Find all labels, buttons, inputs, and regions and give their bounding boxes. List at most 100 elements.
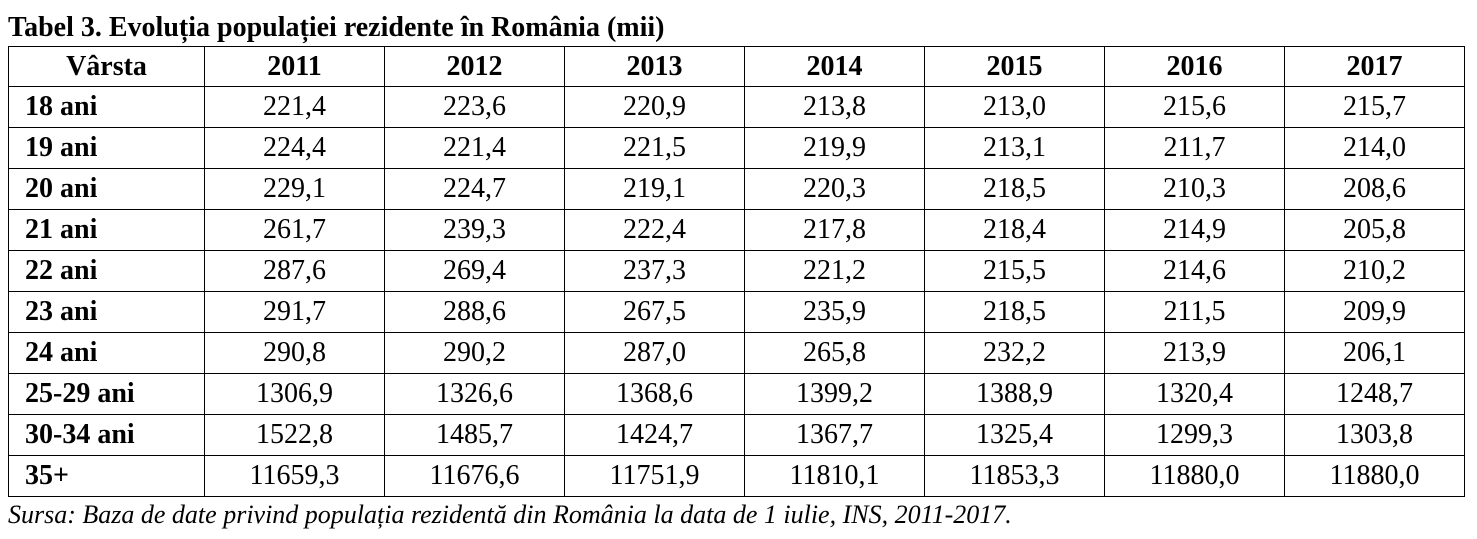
population-value-cell: 11880,0	[1284, 455, 1465, 497]
population-value-cell: 205,8	[1284, 209, 1465, 251]
population-value-cell: 1367,7	[744, 414, 925, 456]
age-group-cell: 19 ani	[8, 127, 205, 169]
age-group-cell: 35+	[8, 455, 205, 497]
population-value-cell: 218,5	[924, 291, 1105, 333]
population-value-cell: 217,8	[744, 209, 925, 251]
population-value-cell: 219,9	[744, 127, 925, 169]
population-value-cell: 221,2	[744, 250, 925, 292]
population-value-cell: 11810,1	[744, 455, 925, 497]
population-value-cell: 1320,4	[1104, 373, 1285, 415]
population-value-cell: 215,6	[1104, 86, 1285, 128]
table-caption: Tabel 3. Evoluția populației rezidente î…	[8, 12, 665, 43]
table-row: 25-29 ani 1306,9 1326,6 1368,6 1399,2 1388,9 1…	[8, 373, 1465, 415]
population-value-cell: 211,5	[1104, 291, 1285, 333]
population-value-cell: 11853,3	[924, 455, 1105, 497]
population-value-cell: 1424,7	[564, 414, 745, 456]
header-year: 2016	[1104, 46, 1285, 87]
population-value-cell: 223,6	[384, 86, 565, 128]
table-row: 21 ani 261,7 239,3 222,4 217,8 218,4 214,9 205,…	[8, 209, 1465, 251]
population-value-cell: 222,4	[564, 209, 745, 251]
population-value-cell: 209,9	[1284, 291, 1465, 333]
population-value-cell: 221,4	[384, 127, 565, 169]
population-value-cell: 237,3	[564, 250, 745, 292]
population-value-cell: 269,4	[384, 250, 565, 292]
population-value-cell: 214,6	[1104, 250, 1285, 292]
population-value-cell: 220,9	[564, 86, 745, 128]
age-group-cell: 23 ani	[8, 291, 205, 333]
population-value-cell: 1388,9	[924, 373, 1105, 415]
population-value-cell: 287,6	[204, 250, 385, 292]
population-value-cell: 288,6	[384, 291, 565, 333]
population-value-cell: 1299,3	[1104, 414, 1285, 456]
population-value-cell: 261,7	[204, 209, 385, 251]
population-value-cell: 1326,6	[384, 373, 565, 415]
source-note: Sursa: Baza de date privind populația re…	[8, 500, 1012, 529]
population-value-cell: 11659,3	[204, 455, 385, 497]
population-value-cell: 213,9	[1104, 332, 1285, 374]
age-group-cell: 21 ani	[8, 209, 205, 251]
population-value-cell: 221,4	[204, 86, 385, 128]
population-value-cell: 239,3	[384, 209, 565, 251]
table-row: 19 ani 224,4 221,4 221,5 219,9 213,1 211,7 214,…	[8, 127, 1465, 169]
population-value-cell: 215,5	[924, 250, 1105, 292]
population-value-cell: 1485,7	[384, 414, 565, 456]
population-value-cell: 210,3	[1104, 168, 1285, 210]
population-value-cell: 218,4	[924, 209, 1105, 251]
table-header-row: Vârsta 2011 2012 2013 2014 2015 2016 201…	[8, 46, 1465, 87]
population-value-cell: 213,8	[744, 86, 925, 128]
population-value-cell: 11751,9	[564, 455, 745, 497]
table-row: 35+ 11659,3 11676,6 11751,9 11810,1 11853,3 11…	[8, 455, 1465, 497]
population-value-cell: 1306,9	[204, 373, 385, 415]
header-year: 2013	[564, 46, 745, 87]
population-value-cell: 213,0	[924, 86, 1105, 128]
population-value-cell: 267,5	[564, 291, 745, 333]
age-group-cell: 20 ani	[8, 168, 205, 210]
population-value-cell: 232,2	[924, 332, 1105, 374]
population-value-cell: 206,1	[1284, 332, 1465, 374]
population-value-cell: 221,5	[564, 127, 745, 169]
population-value-cell: 220,3	[744, 168, 925, 210]
population-table: Vârsta 2011 2012 2013 2014 2015 2016 201…	[8, 46, 1465, 497]
population-value-cell: 1522,8	[204, 414, 385, 456]
table-row: 20 ani 229,1 224,7 219,1 220,3 218,5 210,3 208,…	[8, 168, 1465, 210]
age-group-cell: 24 ani	[8, 332, 205, 374]
population-value-cell: 1248,7	[1284, 373, 1465, 415]
population-value-cell: 1368,6	[564, 373, 745, 415]
population-value-cell: 290,8	[204, 332, 385, 374]
table-row: 30-34 ani 1522,8 1485,7 1424,7 1367,7 1325,4 1…	[8, 414, 1465, 456]
header-age: Vârsta	[8, 46, 205, 87]
population-value-cell: 215,7	[1284, 86, 1465, 128]
table-row: 18 ani 221,4 223,6 220,9 213,8 213,0 215,6 215,…	[8, 86, 1465, 128]
header-year: 2015	[924, 46, 1105, 87]
population-value-cell: 290,2	[384, 332, 565, 374]
population-value-cell: 214,9	[1104, 209, 1285, 251]
population-value-cell: 224,4	[204, 127, 385, 169]
population-value-cell: 214,0	[1284, 127, 1465, 169]
header-year: 2017	[1284, 46, 1465, 87]
table-row: 22 ani 287,6 269,4 237,3 221,2 215,5 214,6 210,…	[8, 250, 1465, 292]
population-value-cell: 224,7	[384, 168, 565, 210]
population-value-cell: 213,1	[924, 127, 1105, 169]
table-row: 23 ani 291,7 288,6 267,5 235,9 218,5 211,5 209,…	[8, 291, 1465, 333]
population-value-cell: 11676,6	[384, 455, 565, 497]
age-group-cell: 25-29 ani	[8, 373, 205, 415]
population-value-cell: 211,7	[1104, 127, 1285, 169]
header-year: 2012	[384, 46, 565, 87]
population-value-cell: 1325,4	[924, 414, 1105, 456]
population-value-cell: 208,6	[1284, 168, 1465, 210]
population-value-cell: 218,5	[924, 168, 1105, 210]
population-value-cell: 229,1	[204, 168, 385, 210]
population-value-cell: 219,1	[564, 168, 745, 210]
population-value-cell: 1303,8	[1284, 414, 1465, 456]
table-row: 24 ani 290,8 290,2 287,0 265,8 232,2 213,9 206,…	[8, 332, 1465, 374]
age-group-cell: 18 ani	[8, 86, 205, 128]
population-value-cell: 235,9	[744, 291, 925, 333]
header-year: 2014	[744, 46, 925, 87]
age-group-cell: 30-34 ani	[8, 414, 205, 456]
population-value-cell: 1399,2	[744, 373, 925, 415]
age-group-cell: 22 ani	[8, 250, 205, 292]
population-value-cell: 287,0	[564, 332, 745, 374]
header-year: 2011	[204, 46, 385, 87]
population-value-cell: 265,8	[744, 332, 925, 374]
